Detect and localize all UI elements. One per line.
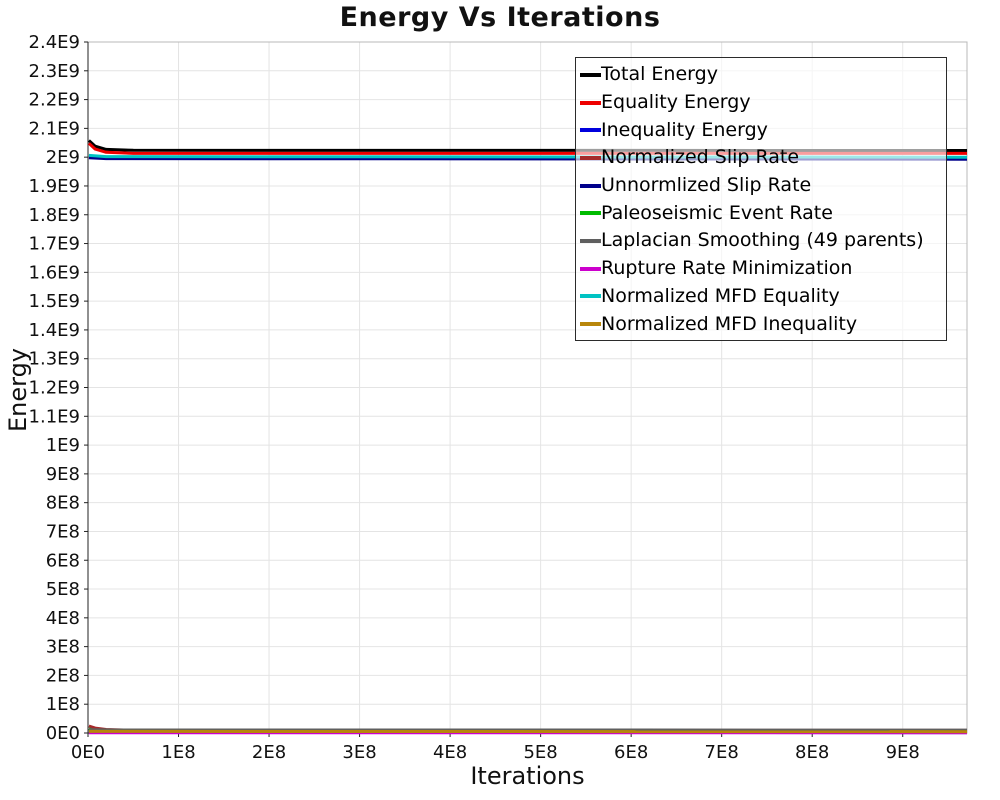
legend-swatch [580,211,601,216]
y-tick-label: 1.9E9 [29,176,80,197]
y-tick-label: 2.2E9 [29,90,80,111]
y-tick-label: 2.3E9 [29,61,80,82]
legend-label: Equality Energy [601,91,751,114]
x-tick-label: 6E8 [614,742,648,763]
x-tick-label: 1E8 [161,742,195,763]
x-tick-label: 0E0 [71,742,105,763]
series-line [87,139,968,152]
series-line [87,142,967,155]
legend-label: Inequality Energy [601,118,768,141]
x-tick-label: 9E8 [886,742,920,763]
y-tick-label: 2E8 [46,665,80,686]
legend-label: Normalized MFD Equality [601,284,840,307]
y-tick-label: 2.4E9 [29,32,80,53]
legend-swatch [580,72,601,77]
legend-item: Normalized Slip Rate [580,144,946,172]
legend-label: Total Energy [601,63,718,86]
y-tick-label: 1.5E9 [29,291,80,312]
y-tick-label: 1.7E9 [29,234,80,255]
y-tick-label: 8E8 [46,493,80,514]
x-axis-label: Iterations [470,762,585,790]
y-tick-label: 1E8 [46,694,80,715]
legend-swatch [580,155,601,160]
legend-swatch [580,128,601,133]
y-tick-label: 9E8 [46,464,80,485]
y-tick-label: 4E8 [46,608,80,629]
legend-label: Normalized MFD Inequality [601,312,858,335]
y-tick-label: 1.8E9 [29,205,80,226]
legend-swatch [580,183,601,188]
y-tick-label: 1.3E9 [29,349,80,370]
y-tick-label: 1.1E9 [29,406,80,427]
chart-title: Energy Vs Iterations [339,2,661,33]
legend-item: Normalized MFD Equality [580,283,946,311]
y-tick-label: 3E8 [46,637,80,658]
y-tick-label: 0E0 [46,723,80,744]
x-tick-label: 4E8 [433,742,467,763]
x-tick-label: 7E8 [705,742,739,763]
y-tick-label: 1.4E9 [29,320,80,341]
x-tick-label: 2E8 [252,742,286,763]
x-tick-label: 5E8 [523,742,557,763]
legend-item: Total Energy [580,61,946,89]
y-tick-label: 2.1E9 [29,118,80,139]
legend-label: Normalized Slip Rate [601,146,800,169]
legend-swatch [580,238,601,243]
legend-label: Unnormlized Slip Rate [601,174,812,197]
legend-item: Equality Energy [580,89,946,117]
legend: Total Energy Equality Energy Inequality En… [575,57,947,341]
legend-label: Rupture Rate Minimization [601,257,853,280]
y-tick-label: 1.6E9 [29,262,80,283]
legend-item: Paleoseismic Event Rate [580,199,946,227]
legend-swatch [580,100,601,105]
y-tick-label: 7E8 [46,521,80,542]
legend-item: Laplacian Smoothing (49 parents) [580,227,946,255]
legend-item: Normalized MFD Inequality [580,310,946,338]
y-tick-label: 1E9 [46,435,80,456]
legend-item: Unnormlized Slip Rate [580,172,946,200]
legend-item: Inequality Energy [580,116,946,144]
x-tick-label: 8E8 [795,742,829,763]
legend-item: Rupture Rate Minimization [580,255,946,283]
y-tick-label: 5E8 [46,579,80,600]
legend-label: Laplacian Smoothing (49 parents) [601,229,924,252]
legend-swatch [580,294,601,299]
legend-label: Paleoseismic Event Rate [601,201,833,224]
y-tick-label: 1.2E9 [29,378,80,399]
legend-swatch [580,266,601,271]
legend-swatch [580,322,601,327]
y-axis-label: Energy [4,347,32,433]
y-tick-label: 2E9 [46,147,80,168]
x-tick-label: 3E8 [342,742,376,763]
y-tick-label: 6E8 [46,550,80,571]
